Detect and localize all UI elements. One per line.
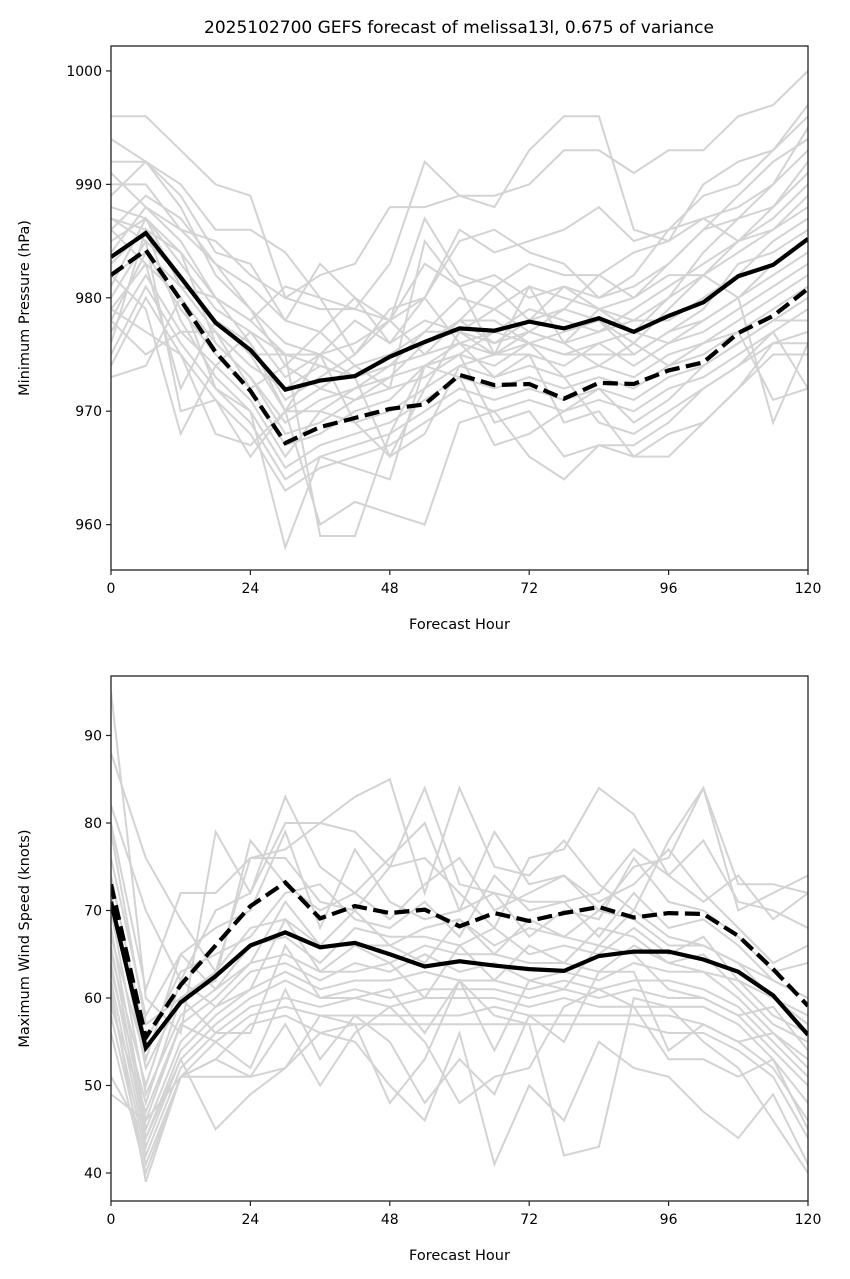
pressure-x-axis-label: Forecast Hour bbox=[409, 617, 510, 633]
wind-member-line bbox=[111, 1014, 808, 1177]
pressure-axes-frame bbox=[110, 45, 809, 571]
wind-y-axis-label: Maximum Wind Speed (knots) bbox=[17, 829, 33, 1047]
pressure-y-axis-label: Minimum Pressure (hPa) bbox=[17, 220, 33, 396]
pressure-member-line bbox=[111, 206, 808, 426]
pressure-x-tick-label: 96 bbox=[660, 581, 678, 597]
wind-x-tick-label: 72 bbox=[520, 1212, 538, 1228]
pressure-member-line bbox=[111, 115, 808, 333]
pressure-y-tick-label: 990 bbox=[75, 177, 102, 193]
wind-ensemble-members bbox=[111, 691, 808, 1183]
wind-member-line bbox=[111, 988, 808, 1130]
pressure-member-line bbox=[111, 295, 808, 551]
pressure-y-tick-label: 970 bbox=[75, 404, 102, 420]
wind-member-line bbox=[111, 785, 808, 993]
wind-x-axis-label: Forecast Hour bbox=[409, 1248, 510, 1264]
pressure-series bbox=[111, 230, 808, 446]
pressure-x-tick-label: 72 bbox=[520, 581, 538, 597]
wind-y-tick-label: 90 bbox=[84, 729, 102, 745]
pressure-member-line bbox=[111, 308, 808, 459]
wind-y-tick-label: 60 bbox=[84, 991, 102, 1007]
wind-x-tick-label: 24 bbox=[241, 1212, 259, 1228]
wind-ensemble-mean-line bbox=[111, 901, 808, 1053]
pressure-member-line bbox=[111, 238, 808, 402]
wind-y-tick-label: 80 bbox=[84, 816, 102, 832]
wind-member-line bbox=[111, 970, 808, 1115]
pressure-y-ticks: 960 970 980 990 1000 bbox=[66, 64, 111, 534]
wind-member-line bbox=[111, 900, 808, 1063]
pressure-x-tick-label: 120 bbox=[795, 581, 822, 597]
wind-x-tick-label: 120 bbox=[795, 1212, 822, 1228]
wind-member-line bbox=[111, 829, 808, 1019]
wind-member-line bbox=[111, 691, 808, 1036]
wind-x-tick-label: 48 bbox=[381, 1212, 399, 1228]
wind-member-line bbox=[111, 979, 808, 1151]
pressure-ensemble-dashed-line bbox=[111, 247, 808, 446]
wind-y-tick-label: 50 bbox=[84, 1079, 102, 1095]
wind-y-tick-label: 70 bbox=[84, 904, 102, 920]
pressure-x-tick-label: 48 bbox=[381, 581, 399, 597]
pressure-member-line bbox=[111, 274, 808, 537]
pressure-ensemble-mean-line bbox=[111, 230, 808, 393]
wind-ensemble-dashed-line bbox=[111, 879, 808, 1043]
wind-series bbox=[111, 879, 808, 1053]
pressure-panel: 0 24 48 72 96 120 960 970 980 990 1000 Forecast H… bbox=[17, 45, 822, 633]
wind-member-line bbox=[111, 873, 808, 1045]
pressure-member-line bbox=[111, 104, 808, 311]
wind-member-line bbox=[111, 989, 808, 1183]
pressure-member-line bbox=[111, 295, 808, 492]
pressure-member-line bbox=[111, 172, 808, 345]
wind-member-line bbox=[111, 917, 808, 1089]
pressure-y-tick-label: 1000 bbox=[66, 64, 102, 80]
wind-axes-frame bbox=[110, 675, 809, 1202]
pressure-member-line bbox=[111, 284, 808, 481]
pressure-member-line bbox=[111, 217, 808, 527]
pressure-x-tick-label: 0 bbox=[107, 581, 116, 597]
pressure-x-tick-label: 24 bbox=[241, 581, 259, 597]
pressure-y-tick-label: 980 bbox=[75, 291, 102, 307]
pressure-member-line bbox=[111, 183, 808, 379]
pressure-ensemble-members bbox=[111, 70, 808, 551]
wind-x-tick-label: 96 bbox=[660, 1212, 678, 1228]
wind-x-ticks: 0 24 48 72 96 120 bbox=[107, 1201, 822, 1228]
wind-member-line bbox=[111, 996, 808, 1159]
figure-title: 2025102700 GEFS forecast of melissa13l, … bbox=[204, 18, 714, 38]
pressure-member-line bbox=[111, 161, 808, 401]
wind-y-ticks: 40 50 60 70 80 90 bbox=[84, 729, 111, 1182]
wind-x-tick-label: 0 bbox=[107, 1212, 116, 1228]
wind-member-line bbox=[111, 943, 808, 1107]
wind-y-tick-label: 40 bbox=[84, 1166, 102, 1182]
pressure-y-tick-label: 960 bbox=[75, 518, 102, 534]
wind-member-line bbox=[111, 945, 808, 1133]
pressure-x-ticks: 0 24 48 72 96 120 bbox=[107, 570, 822, 597]
